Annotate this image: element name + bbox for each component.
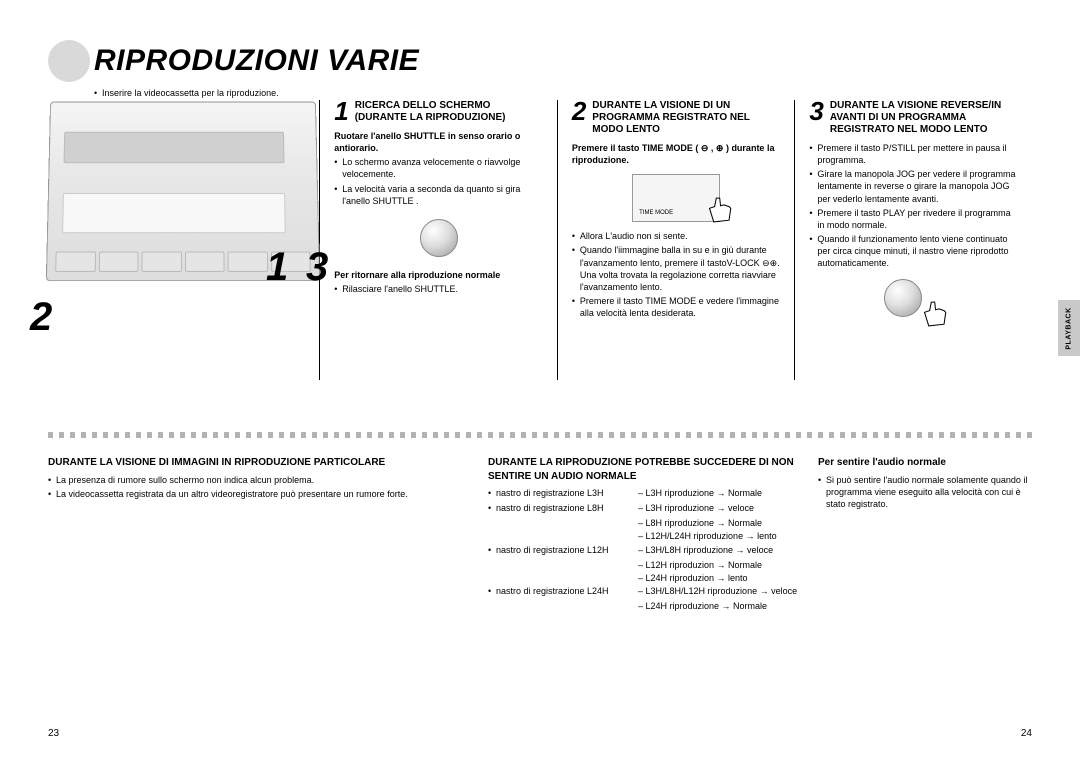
intro-text: Inserire la videocassetta per la riprodu…: [94, 88, 1032, 98]
page-number-left: 23: [48, 728, 59, 739]
step-number: 3: [809, 100, 823, 123]
instruction-bullet: Premere il tasto P/STILL per mettere in …: [809, 142, 1018, 166]
tape-label: [488, 517, 638, 529]
tape-label: nastro di registrazione L3H: [488, 487, 638, 499]
tape-label: nastro di registrazione L8H: [488, 502, 638, 514]
tape-label: [488, 559, 638, 571]
tape-row: nastro di registrazione L12H– L3H/L8H ri…: [488, 544, 800, 558]
jog-dial-icon: [884, 279, 944, 329]
instruction-bullet: Quando l'iimmagine balla in su e in giù …: [572, 244, 781, 293]
callout-number-1: 1: [266, 245, 288, 290]
tape-value: – L12H/L24H riproduzione → lento: [638, 530, 800, 542]
instruction-bullet: Premere il tasto PLAY per rivedere il pr…: [809, 207, 1018, 231]
note-bullet: La videocassetta registrata da un altro …: [48, 488, 468, 500]
step-title: DURANTE LA VISIONE REVERSE/IN AVANTI DI …: [830, 100, 1018, 136]
tape-value: – L24H riproduzione → Normale: [638, 600, 800, 612]
bottom-col-3: Per sentire l'audio normale Si può senti…: [818, 456, 1028, 613]
instruction-bold: Ruotare l'anello SHUTTLE in senso orario…: [334, 130, 543, 154]
tape-value: – L12H riproduzion → Normale: [638, 559, 800, 571]
note-bullet: Si può sentire l'audio normale solamente…: [818, 474, 1028, 510]
manual-page: RIPRODUZIONI VARIE Inserire la videocass…: [0, 0, 1080, 763]
note-bullet: La presenza di rumore sullo schermo non …: [48, 474, 468, 486]
tape-row: – L24H riproduzione → Normale: [488, 600, 800, 612]
bottom-col-1: DURANTE LA VISIONE DI IMMAGINI IN RIPROD…: [48, 456, 488, 613]
callout-number-3: 3: [306, 245, 328, 290]
bottom-section: DURANTE LA VISIONE DI IMMAGINI IN RIPROD…: [48, 456, 1032, 613]
remote-illustration-icon: TIME MODE: [632, 174, 720, 222]
instruction-bullet: La velocità varia a seconda da quanto si…: [334, 183, 543, 207]
instruction-bullet: Allora L'audio non si sente.: [572, 230, 781, 242]
step-2-column: 2 DURANTE LA VISIONE DI UN PROGRAMMA REG…: [557, 100, 795, 380]
tape-value: – L8H riproduzione → Normale: [638, 517, 800, 529]
title-dot-icon: [48, 40, 90, 82]
step-number: 1: [334, 100, 348, 123]
instruction-bullet: Premere il tasto TIME MODE e vedere l'im…: [572, 295, 781, 319]
tape-label: [488, 530, 638, 542]
page-title: RIPRODUZIONI VARIE: [94, 44, 419, 78]
tape-label: nastro di registrazione L12H: [488, 544, 638, 556]
instruction-bold: Per ritornare alla riproduzione normale: [334, 269, 543, 281]
tape-label: [488, 572, 638, 584]
device-column: 1 3 2: [48, 100, 319, 380]
tape-row: nastro di registrazione L3H– L3H riprodu…: [488, 487, 800, 501]
step-number: 2: [572, 100, 586, 123]
instruction-bold: Premere il tasto TIME MODE ( ⊖ , ⊕ ) dur…: [572, 142, 781, 166]
bottom-col-2: DURANTE LA RIPRODUZIONE POTREBBE SUCCEDE…: [488, 456, 818, 613]
title-row: RIPRODUZIONI VARIE: [48, 40, 1032, 82]
instruction-bullet: Rilasciare l'anello SHUTTLE.: [334, 283, 543, 295]
tape-row: – L8H riproduzione → Normale: [488, 517, 800, 529]
tape-value: – L3H/L8H riproduzione → veloce: [638, 544, 800, 558]
step-title: RICERCA DELLO SCHERMO (DURANTE LA RIPROD…: [355, 100, 543, 124]
tape-label: nastro di registrazione L24H: [488, 585, 638, 597]
dot-divider-icon: [48, 432, 1032, 438]
hand-pointer-icon: [701, 193, 735, 227]
page-number-right: 24: [1021, 728, 1032, 739]
side-tab: PLAYBACK: [1058, 300, 1080, 356]
tape-row: nastro di registrazione L8H– L3H riprodu…: [488, 502, 800, 516]
instruction-bullet: Lo schermo avanza velocemente o riavvolg…: [334, 156, 543, 180]
tape-row: – L12H/L24H riproduzione → lento: [488, 530, 800, 542]
tape-value: – L3H/L8H/L12H riproduzione → veloce: [638, 585, 800, 599]
section-heading: DURANTE LA RIPRODUZIONE POTREBBE SUCCEDE…: [488, 456, 800, 483]
tape-row: – L12H riproduzion → Normale: [488, 559, 800, 571]
tape-value: – L24H riproduzion → lento: [638, 572, 800, 584]
step-1-column: 1 RICERCA DELLO SCHERMO (DURANTE LA RIPR…: [319, 100, 557, 380]
side-tab-label: PLAYBACK: [1066, 307, 1073, 349]
instruction-bullet: Girare la manopola JOG per vedere il pro…: [809, 168, 1018, 204]
step-title: DURANTE LA VISIONE DI UN PROGRAMMA REGIS…: [592, 100, 780, 136]
tape-value: – L3H riproduzione → Normale: [638, 487, 800, 501]
top-section: 1 3 2 1 RICERCA DELLO SCHERMO (DURANTE L…: [48, 100, 1032, 380]
remote-label: TIME MODE: [639, 209, 673, 217]
shuttle-knob-icon: [420, 219, 458, 257]
tape-row: – L24H riproduzion → lento: [488, 572, 800, 584]
tape-row: nastro di registrazione L24H– L3H/L8H/L1…: [488, 585, 800, 599]
step-3-column: 3 DURANTE LA VISIONE REVERSE/IN AVANTI D…: [794, 100, 1032, 380]
tape-label: [488, 600, 638, 612]
tape-value: – L3H riproduzione → veloce: [638, 502, 800, 516]
section-heading: Per sentire l'audio normale: [818, 456, 1028, 470]
section-heading: DURANTE LA VISIONE DI IMMAGINI IN RIPROD…: [48, 456, 468, 470]
callout-number-2: 2: [30, 295, 52, 340]
instruction-bullet: Quando il funzionamento lento viene cont…: [809, 233, 1018, 269]
